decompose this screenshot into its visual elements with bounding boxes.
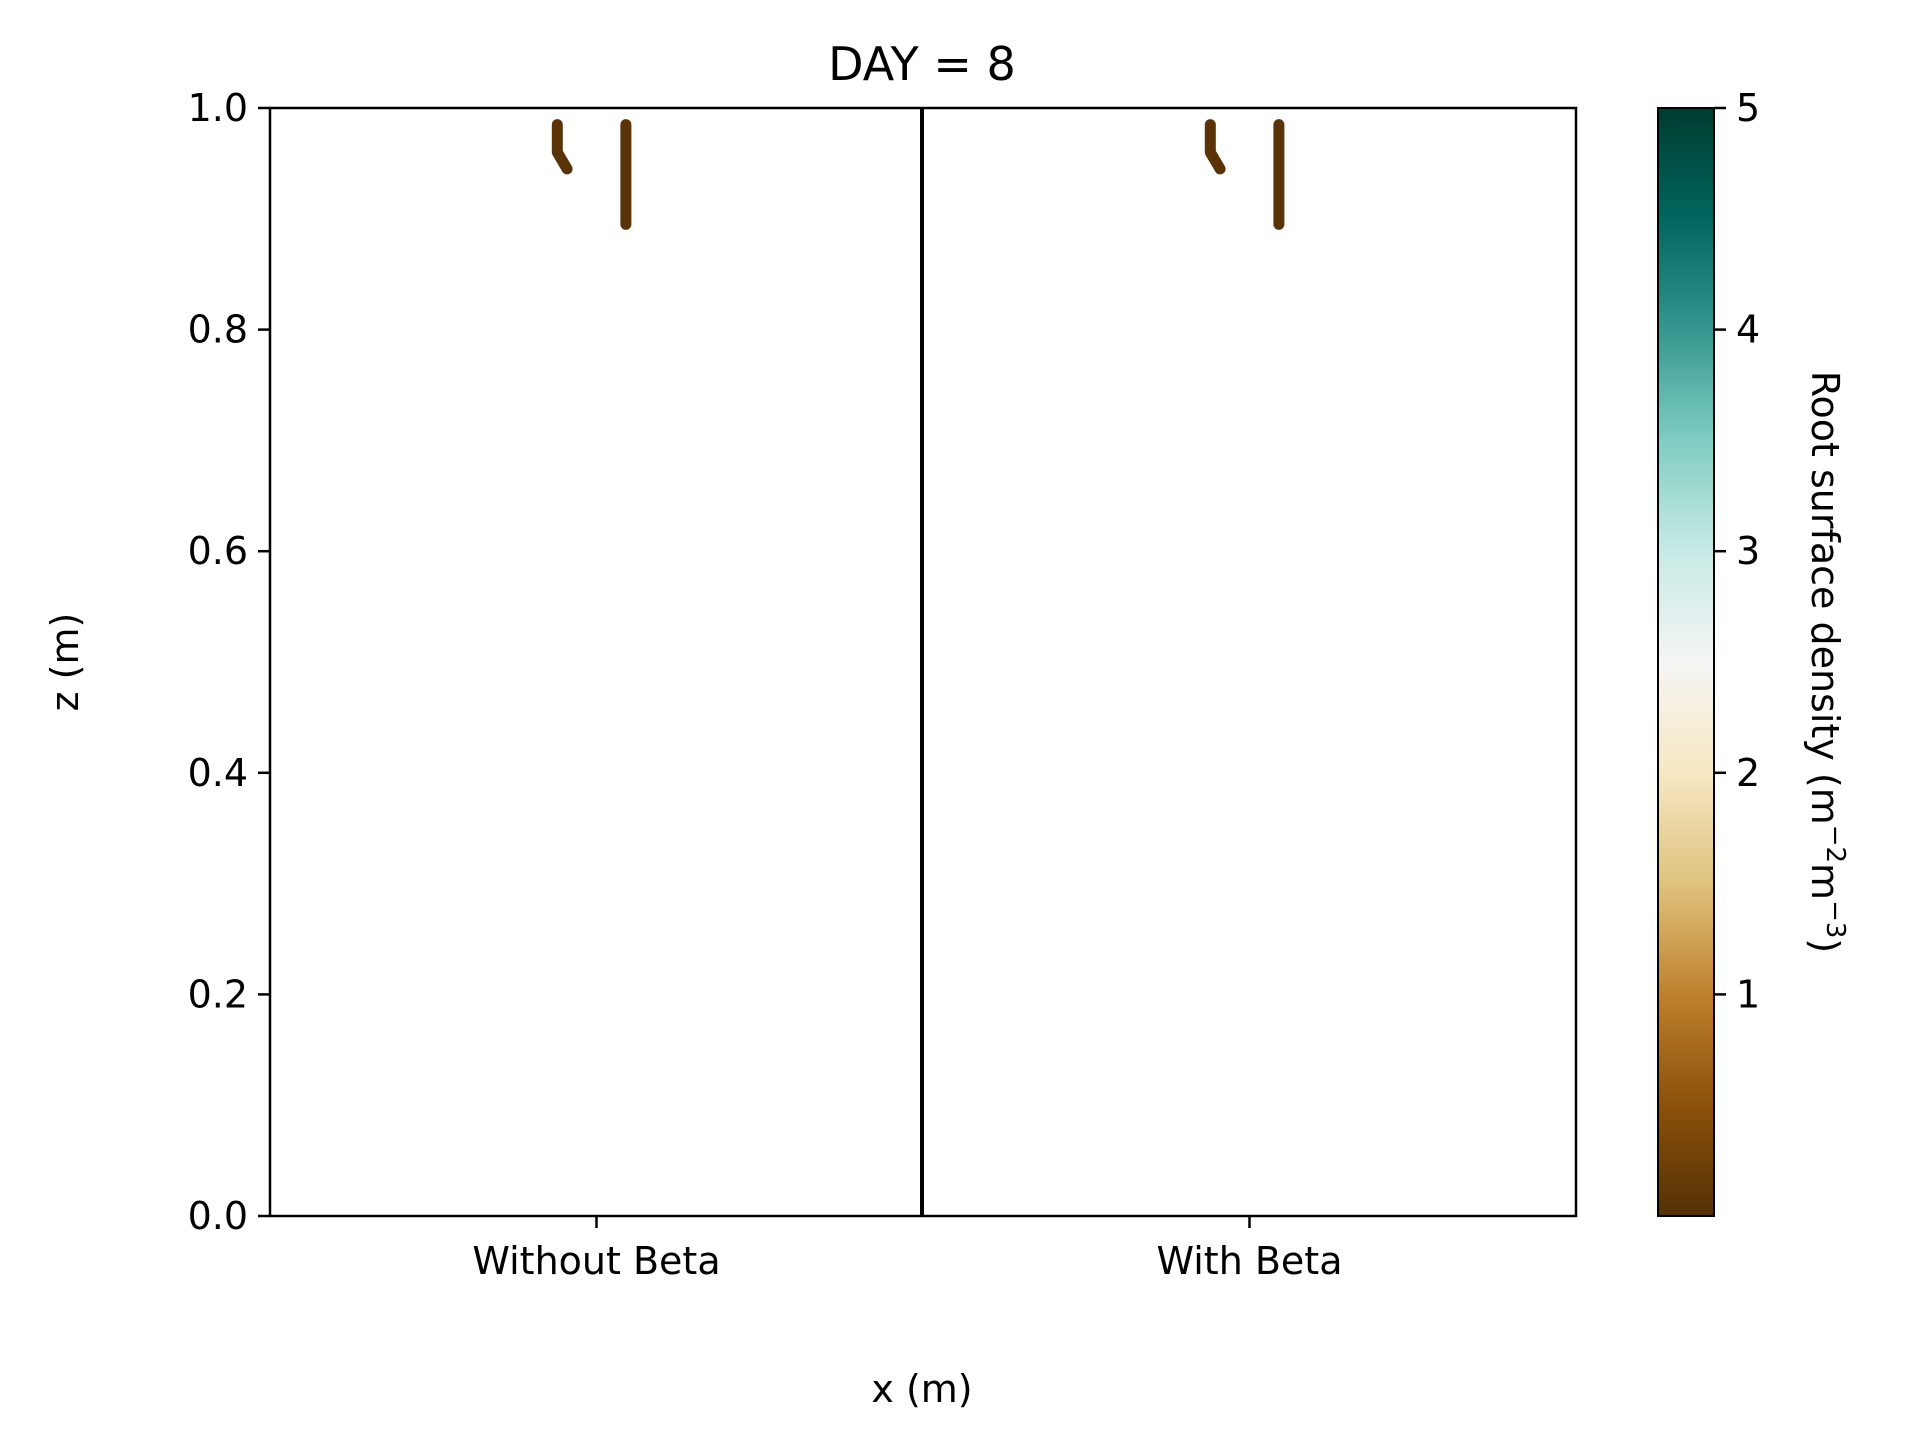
- colorbar-tick-label: 3: [1736, 529, 1760, 573]
- y-tick-label: 0.6: [188, 529, 248, 573]
- root-segment: [551, 119, 573, 175]
- y-tick-label: 0.8: [188, 308, 248, 352]
- colorbar: [1657, 107, 1715, 1217]
- colorbar-label-exp1: −2: [1820, 825, 1850, 863]
- roots-layer: [551, 119, 1285, 230]
- y-tick-label: 1.0: [188, 86, 248, 130]
- y-tick-label: 0.4: [188, 751, 248, 795]
- x-tick-label: With Beta: [1157, 1239, 1343, 1283]
- y-axis-ticks: 0.0 0.2 0.4 0.6 0.8 1.0: [188, 86, 270, 1238]
- chart-title: DAY = 8: [828, 37, 1016, 91]
- colorbar-tick-label: 1: [1736, 972, 1760, 1016]
- x-tick-label: Without Beta: [472, 1239, 720, 1283]
- x-axis-label: x (m): [871, 1367, 972, 1411]
- colorbar-label: Root surface density (m−2m−3): [1803, 371, 1850, 953]
- y-tick-label: 0.0: [188, 1194, 248, 1238]
- colorbar-label-end: ): [1803, 938, 1847, 953]
- colorbar-label-mid: m: [1803, 863, 1847, 900]
- colorbar-tick-label: 2: [1736, 751, 1760, 795]
- colorbar-ticks: 1 2 3 4 5: [1714, 86, 1760, 1016]
- panel-2-roots: [1204, 119, 1285, 230]
- colorbar-label-exp2: −3: [1820, 900, 1850, 938]
- panel-1-roots: [551, 119, 632, 230]
- x-axis-ticks: Without Beta With Beta: [472, 1216, 1343, 1283]
- colorbar-tick-label: 5: [1736, 86, 1760, 130]
- y-tick-label: 0.2: [188, 972, 248, 1016]
- y-axis-label: z (m): [43, 613, 87, 712]
- colorbar-tick-label: 4: [1736, 308, 1760, 352]
- colorbar-label-main: Root surface density (m: [1803, 371, 1847, 825]
- root-segment: [1204, 119, 1226, 175]
